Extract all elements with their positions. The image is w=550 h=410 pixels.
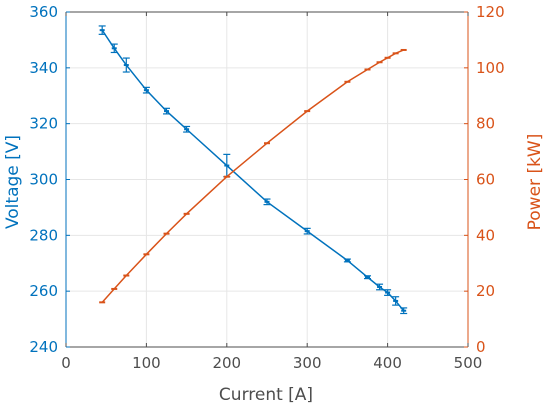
x-tick-label: 100 [132,354,161,372]
right-axis-label: Power [kW] [525,134,545,231]
left-tick-label: 340 [29,59,58,77]
right-tick-label: 60 [476,171,495,189]
left-tick-label: 280 [29,226,58,244]
x-tick-label: 500 [454,354,483,372]
x-tick-label: 300 [293,354,322,372]
right-tick-label: 40 [476,226,495,244]
right-tick-label: 0 [476,338,486,356]
left-axis-label: Voltage [V] [3,135,23,229]
right-tick-label: 120 [476,3,505,21]
right-tick-label: 80 [476,115,495,133]
x-axis-label: Current [A] [219,385,313,405]
x-tick-label: 0 [61,354,71,372]
right-tick-label: 100 [476,59,505,77]
left-tick-label: 320 [29,115,58,133]
plot-frame [65,11,469,348]
x-tick-label: 200 [212,354,241,372]
x-tick-label: 400 [373,354,402,372]
left-tick-label: 300 [29,171,58,189]
right-tick-label: 20 [476,282,495,300]
voltage-line [101,29,405,312]
left-tick-label: 240 [29,338,58,356]
tick-labels: 0 100 200 300 400 500 240 260 280 300 320 340 360 0 20… [29,3,504,372]
grid-lines [66,12,468,347]
power-series [99,48,407,304]
left-tick-label: 260 [29,282,58,300]
voltage-series [98,25,408,315]
left-tick-label: 360 [29,3,58,21]
